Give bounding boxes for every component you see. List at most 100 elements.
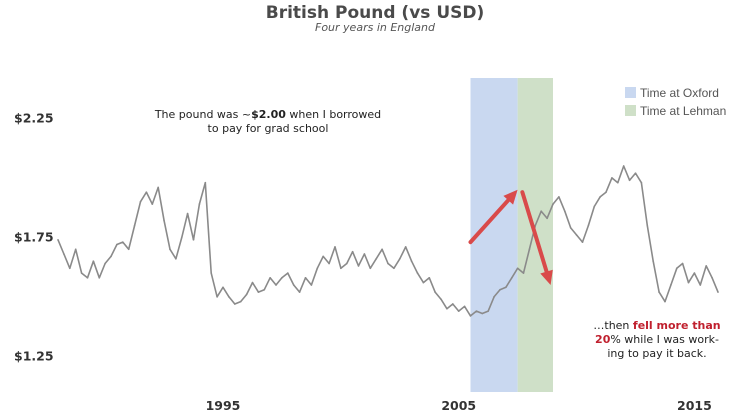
annotation-text: 20	[595, 333, 611, 346]
chart-subtitle: Four years in England	[315, 21, 436, 34]
data-point	[133, 224, 136, 227]
data-point	[398, 257, 401, 260]
data-point	[546, 217, 548, 220]
annotation-0-line: to pay for grad school	[208, 122, 329, 135]
data-point	[628, 179, 631, 182]
data-point	[322, 255, 324, 258]
data-point	[452, 303, 454, 305]
data-point	[198, 203, 201, 205]
data-point	[617, 181, 619, 184]
data-point	[387, 262, 389, 265]
data-point	[251, 281, 254, 284]
data-point	[404, 246, 407, 248]
data-point	[369, 267, 372, 270]
legend-label-1: Time at Lehman	[640, 104, 726, 118]
series-group	[57, 165, 719, 317]
data-point	[57, 238, 59, 241]
data-point	[216, 296, 218, 298]
data-point	[563, 210, 566, 213]
data-point	[228, 296, 230, 298]
annotation-text: fell more than	[633, 319, 721, 332]
shaded-regions	[470, 78, 553, 392]
data-point	[304, 277, 307, 279]
data-point	[257, 291, 260, 293]
data-point	[92, 260, 95, 262]
data-point	[605, 191, 607, 193]
x-tick-label: 2015	[677, 398, 712, 413]
annotation-text: when I borrowed	[286, 108, 381, 121]
data-point	[340, 267, 342, 270]
data-point	[428, 277, 431, 279]
data-point	[681, 262, 684, 265]
data-point	[328, 262, 330, 265]
data-point	[463, 305, 466, 308]
data-point	[434, 291, 436, 293]
data-point	[86, 277, 89, 279]
data-point	[499, 288, 501, 291]
y-axis: $1.25 $1.75 $2.25	[14, 110, 54, 363]
data-point	[68, 267, 71, 270]
data-point	[717, 291, 719, 293]
data-point	[410, 260, 413, 262]
data-point	[74, 248, 77, 251]
data-point	[440, 298, 442, 301]
data-point	[175, 257, 177, 260]
data-point	[699, 284, 702, 286]
data-point	[169, 248, 171, 251]
data-point	[393, 267, 395, 270]
data-point	[534, 224, 537, 227]
data-point	[457, 310, 460, 312]
data-point	[510, 277, 513, 279]
data-point	[263, 288, 266, 291]
arrow-1-shaft	[520, 190, 549, 274]
data-point	[157, 186, 159, 189]
data-point	[540, 210, 543, 213]
data-point	[693, 272, 696, 274]
data-point	[122, 241, 124, 243]
data-point	[670, 284, 672, 286]
data-point	[528, 248, 531, 251]
data-point	[687, 281, 690, 284]
annotation-1-line: ing to pay it back.	[607, 347, 706, 360]
data-point	[104, 262, 106, 265]
legend-swatch-0	[625, 87, 636, 98]
data-point	[705, 265, 708, 267]
data-point	[622, 165, 625, 167]
y-tick-label: $1.75	[14, 229, 54, 244]
data-point	[151, 203, 154, 205]
data-point	[192, 238, 195, 241]
data-point	[634, 172, 637, 174]
data-point	[558, 196, 560, 198]
data-point	[345, 262, 348, 265]
data-point	[675, 267, 678, 270]
data-point	[292, 284, 295, 286]
data-point	[422, 281, 425, 284]
arrow-1-head	[540, 269, 553, 285]
data-point	[357, 265, 360, 267]
legend: Time at Oxford Time at Lehman	[625, 86, 726, 118]
data-point	[245, 293, 248, 296]
data-point	[646, 224, 649, 227]
data-point	[611, 177, 613, 179]
x-axis: 1995 2005 2015	[206, 398, 712, 413]
data-point	[487, 310, 489, 312]
data-point	[469, 315, 472, 317]
data-point	[145, 191, 148, 193]
chart-title: British Pound (vs USD)	[266, 3, 485, 23]
annotation-1-line: 20% while I was work-	[595, 333, 719, 346]
data-point	[493, 296, 495, 298]
annotation-text: The pound was ~	[154, 108, 251, 121]
data-point	[658, 291, 660, 293]
series-line-0	[57, 165, 719, 317]
data-point	[204, 181, 207, 184]
data-point	[269, 277, 271, 279]
data-point	[98, 277, 101, 279]
data-point	[593, 205, 596, 208]
data-point	[481, 312, 484, 315]
data-point	[163, 219, 165, 222]
data-point	[363, 253, 366, 255]
data-point	[180, 236, 183, 239]
data-point	[446, 307, 448, 310]
